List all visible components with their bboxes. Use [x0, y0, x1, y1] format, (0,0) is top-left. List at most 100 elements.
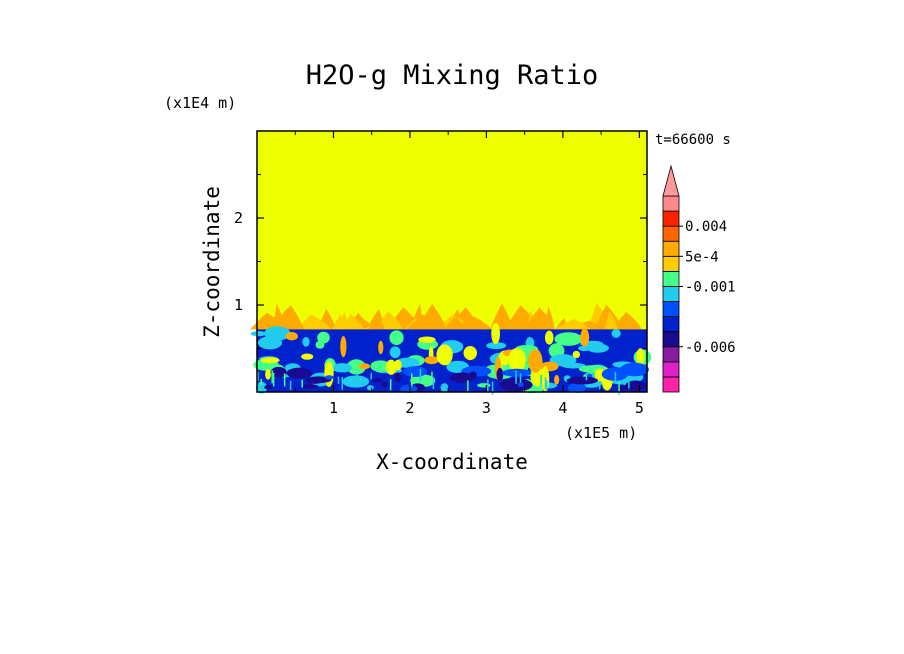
plume-shape [524, 307, 556, 330]
contour-blob [463, 345, 477, 361]
contour-blob [528, 349, 543, 373]
contour-blob [549, 354, 577, 367]
colorbar-label: -0.006 [685, 340, 736, 356]
contour-blob [370, 360, 391, 372]
colorbar-segment [662, 225, 680, 242]
contour-blob [366, 385, 374, 391]
plume-shape [271, 305, 305, 330]
contour-blob [502, 368, 532, 377]
contour-streak [389, 379, 392, 391]
colorbar-segment [662, 376, 680, 393]
contour-streak [272, 372, 275, 387]
contour-streak [337, 376, 340, 384]
x-unit-label: (x1E5 m) [565, 424, 637, 442]
plume-shape [332, 314, 350, 330]
colorbar-label: 0.004 [685, 219, 727, 235]
contour-blob [270, 366, 287, 378]
plume-shape [555, 319, 591, 330]
contour-blob [381, 381, 388, 388]
contour-blob [544, 330, 554, 345]
contour-blob [378, 340, 384, 355]
x-tick-label: 1 [329, 399, 338, 417]
colorbar-segment [662, 346, 680, 363]
contour-streak [491, 381, 494, 395]
time-label: t=66600 s [655, 132, 731, 148]
contour-streak [341, 376, 344, 390]
colorbar-segment [662, 270, 680, 287]
contour-blob [554, 374, 560, 385]
colorbar-label: 5e-4 [685, 249, 719, 265]
contour-blob [625, 380, 646, 391]
colorbar-segment [662, 255, 680, 272]
plume-shape [455, 316, 492, 330]
contour-streak [614, 371, 617, 384]
contour-blob [301, 353, 314, 360]
contour-streak [370, 372, 372, 380]
contour-streak [545, 380, 548, 392]
x-axis-ticks: 1 2 3 4 5 [294, 131, 644, 417]
contour-blob [324, 361, 334, 388]
contour-blob [440, 383, 449, 393]
contour-blob [250, 331, 267, 337]
x-tick-label: 4 [558, 399, 567, 417]
y-axis-label: Z-coordinate [200, 186, 224, 338]
contour-blob [332, 363, 352, 373]
colorbar-segment [662, 301, 680, 318]
colorbar: 0.004 5e-4 -0.001 -0.006 [662, 164, 736, 393]
y-tick-label: 1 [234, 296, 243, 314]
contour-blob [394, 372, 401, 382]
contour-blob [578, 345, 592, 352]
colorbar-label: -0.001 [685, 279, 736, 295]
y-unit-label: (x1E4 m) [164, 94, 236, 112]
contour-streak [410, 373, 413, 387]
chart-title: H2O-g Mixing Ratio [306, 60, 599, 91]
plume-shape [490, 303, 513, 330]
contour-blob [517, 382, 524, 387]
contour-blob [317, 331, 330, 344]
contour-blob [305, 377, 324, 384]
contour-blob [418, 336, 436, 343]
contour-streak [431, 371, 433, 383]
contour-blob [342, 375, 370, 388]
contour-blob [256, 381, 267, 394]
contour-blob [301, 384, 319, 389]
contour-blob [567, 382, 587, 393]
x-tick-label: 2 [405, 399, 414, 417]
contour-streak [260, 378, 263, 386]
contour-streak [487, 379, 489, 393]
colorbar-segment [662, 361, 680, 378]
y-axis-ticks: 12 [234, 174, 647, 349]
contour-blob [636, 348, 645, 365]
plume-shape [497, 319, 509, 330]
contour-streak [598, 381, 601, 390]
contour-blob [393, 359, 402, 371]
contour-blob [371, 378, 384, 383]
colorbar-extend-arrow [662, 164, 680, 197]
colorbar-segment [662, 316, 680, 333]
contour-blob [436, 344, 453, 366]
field-contours [250, 303, 652, 395]
plume-shape [296, 314, 332, 330]
plume-shape [342, 313, 365, 330]
contour-streak [618, 381, 620, 395]
colorbar-segment [662, 331, 680, 348]
contour-blob [572, 350, 581, 359]
colorbar-segment [662, 286, 680, 302]
contour-blob [424, 356, 439, 365]
contour-streak [289, 380, 292, 391]
contour-blob [346, 359, 366, 375]
contour-blob [324, 375, 334, 380]
contour-streak [585, 373, 588, 381]
contour-streak [257, 371, 259, 381]
contour-streak [515, 370, 517, 384]
x-tick-label: 5 [635, 399, 644, 417]
plume-shape [604, 310, 618, 330]
contour-blob [315, 340, 325, 349]
contour-blob [389, 330, 404, 345]
y-tick-label: 2 [234, 209, 243, 227]
contour-blob [496, 367, 504, 382]
plume-shape [368, 311, 385, 330]
contour-blob [580, 328, 590, 347]
x-tick-label: 3 [482, 399, 491, 417]
